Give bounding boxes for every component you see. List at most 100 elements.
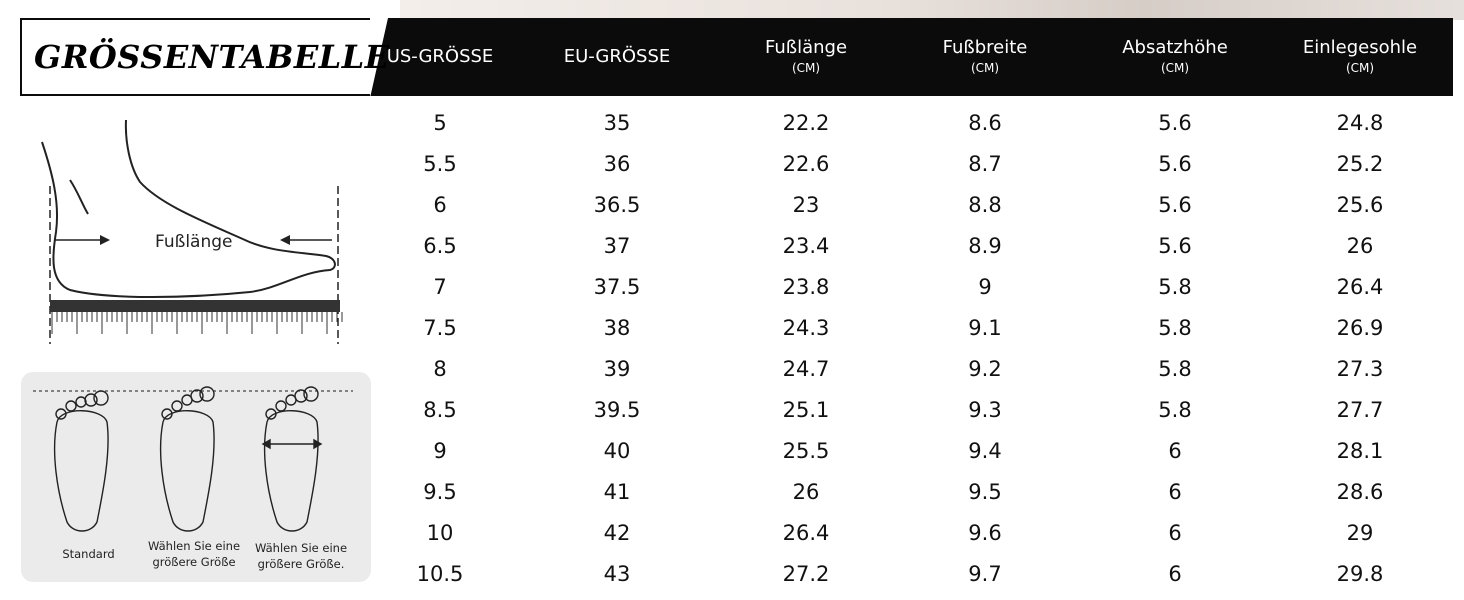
table-cell: 5.5 — [423, 152, 457, 176]
table-cell: 36.5 — [593, 193, 641, 217]
table-cell: 29 — [1346, 521, 1374, 545]
table-cell: 9.5 — [423, 480, 457, 504]
table-cell: 36 — [603, 152, 631, 176]
column-header: EU-GRÖSSE — [552, 18, 682, 96]
right-arrow-head — [280, 235, 290, 245]
table-cell: 26.9 — [1336, 316, 1384, 340]
table-cell: 5.6 — [1158, 111, 1192, 135]
background-photo-strip — [400, 0, 1464, 20]
ruler-bar — [50, 300, 340, 312]
table-cell: 5.6 — [1158, 234, 1192, 258]
table-cell: 7 — [433, 275, 447, 299]
table-cell: 5.6 — [1158, 152, 1192, 176]
table-cell: 22.6 — [782, 152, 830, 176]
table-cell: 8 — [433, 357, 447, 381]
table-cell: 27.7 — [1336, 398, 1384, 422]
foot-outline — [41, 119, 336, 298]
table-cell: 25.6 — [1336, 193, 1384, 217]
table-cell: 9.1 — [968, 316, 1002, 340]
table-cell: 42 — [603, 521, 631, 545]
ruler-ticks — [51, 312, 343, 334]
table-cell: 39.5 — [593, 398, 641, 422]
chart-title: GRÖSSENTABELLE — [34, 38, 390, 76]
table-cell: 37 — [603, 234, 631, 258]
table-cell: 5.8 — [1158, 357, 1192, 381]
table-cell: 6.5 — [423, 234, 457, 258]
table-cell: 24.8 — [1336, 111, 1384, 135]
table-cell: 41 — [603, 480, 631, 504]
table-cell: 6 — [1168, 480, 1182, 504]
column-header-unit: (CM) — [791, 61, 821, 75]
column-header-label: Fußbreite — [942, 37, 1028, 58]
column-header-label: Absatzhöhe — [1122, 37, 1228, 58]
table-cell: 8.5 — [423, 398, 457, 422]
title-box: GRÖSSENTABELLE — [20, 18, 389, 98]
column-header-label: US-GRÖSSE — [386, 46, 494, 67]
table-cell: 26 — [792, 480, 820, 504]
column-header-label: Einlegesohle — [1302, 37, 1418, 58]
larger-size-foot-icon-1 — [159, 386, 215, 532]
table-cell: 25.1 — [782, 398, 830, 422]
table-cell: 28.6 — [1336, 480, 1384, 504]
table-cell: 9.3 — [968, 398, 1002, 422]
table-cell: 23.4 — [782, 234, 830, 258]
toe-illustrations — [33, 386, 353, 532]
ankle-line — [69, 179, 89, 215]
table-cell: 38 — [603, 316, 631, 340]
table-cell: 25.5 — [782, 439, 830, 463]
table-cell: 8.8 — [968, 193, 1002, 217]
toe-caption-larger-2: Wählen Sie eine größere Größe. — [254, 541, 348, 571]
table-cell: 9.7 — [968, 562, 1002, 586]
toe-comparison-panel: Standard Wählen Sie eine größere Größe W… — [21, 372, 371, 582]
table-cell: 9.4 — [968, 439, 1002, 463]
table-cell: 9.2 — [968, 357, 1002, 381]
table-cell: 24.7 — [782, 357, 830, 381]
table-cell: 24.3 — [782, 316, 830, 340]
column-header: Absatzhöhe (CM) — [1100, 18, 1250, 96]
toe-caption-larger-1: Wählen Sie eine größere Größe — [147, 539, 241, 569]
table-cell: 10.5 — [416, 562, 464, 586]
table-cell: 37.5 — [593, 275, 641, 299]
column-header-unit: (CM) — [1160, 61, 1190, 75]
table-cell: 29.8 — [1336, 562, 1384, 586]
table-cell: 6 — [1168, 521, 1182, 545]
table-cell: 8.7 — [968, 152, 1002, 176]
standard-foot-icon — [53, 390, 109, 532]
column-header-label: EU-GRÖSSE — [563, 46, 671, 67]
foot-length-label: Fußlänge — [155, 232, 233, 252]
table-cell: 40 — [603, 439, 631, 463]
table-cell: 27.2 — [782, 562, 830, 586]
column-header: Fußlänge (CM) — [741, 18, 871, 96]
table-cell: 23 — [792, 193, 820, 217]
toe-caption-standard: Standard — [62, 547, 115, 561]
table-cell: 23.8 — [782, 275, 830, 299]
table-cell: 5.6 — [1158, 193, 1192, 217]
table-cell: 6 — [433, 193, 447, 217]
table-cell: 5 — [433, 111, 447, 135]
table-cell: 25.2 — [1336, 152, 1384, 176]
column-header-label: Fußlänge — [764, 37, 848, 58]
table-cell: 9 — [978, 275, 992, 299]
column-header-unit: (CM) — [970, 61, 1000, 75]
table-cell: 27.3 — [1336, 357, 1384, 381]
table-cell: 9.5 — [968, 480, 1002, 504]
column-header: Fußbreite (CM) — [920, 18, 1050, 96]
foot-length-illustration — [41, 119, 343, 344]
table-cell: 22.2 — [782, 111, 830, 135]
table-cell: 5.8 — [1158, 398, 1192, 422]
column-header: US-GRÖSSE — [375, 18, 505, 96]
table-cell: 5.8 — [1158, 275, 1192, 299]
table-cell: 6 — [1168, 562, 1182, 586]
table-cell: 26 — [1346, 234, 1374, 258]
larger-size-foot-icon-2 — [261, 386, 323, 532]
table-cell: 10 — [426, 521, 454, 545]
table-cell: 26.4 — [782, 521, 830, 545]
table-cell: 43 — [603, 562, 631, 586]
column-header: Einlegesohle (CM) — [1280, 18, 1440, 96]
table-cell: 9 — [433, 439, 447, 463]
table-cell: 35 — [603, 111, 631, 135]
table-cell: 5.8 — [1158, 316, 1192, 340]
table-cell: 26.4 — [1336, 275, 1384, 299]
left-arrow-head — [100, 235, 110, 245]
table-cell: 28.1 — [1336, 439, 1384, 463]
